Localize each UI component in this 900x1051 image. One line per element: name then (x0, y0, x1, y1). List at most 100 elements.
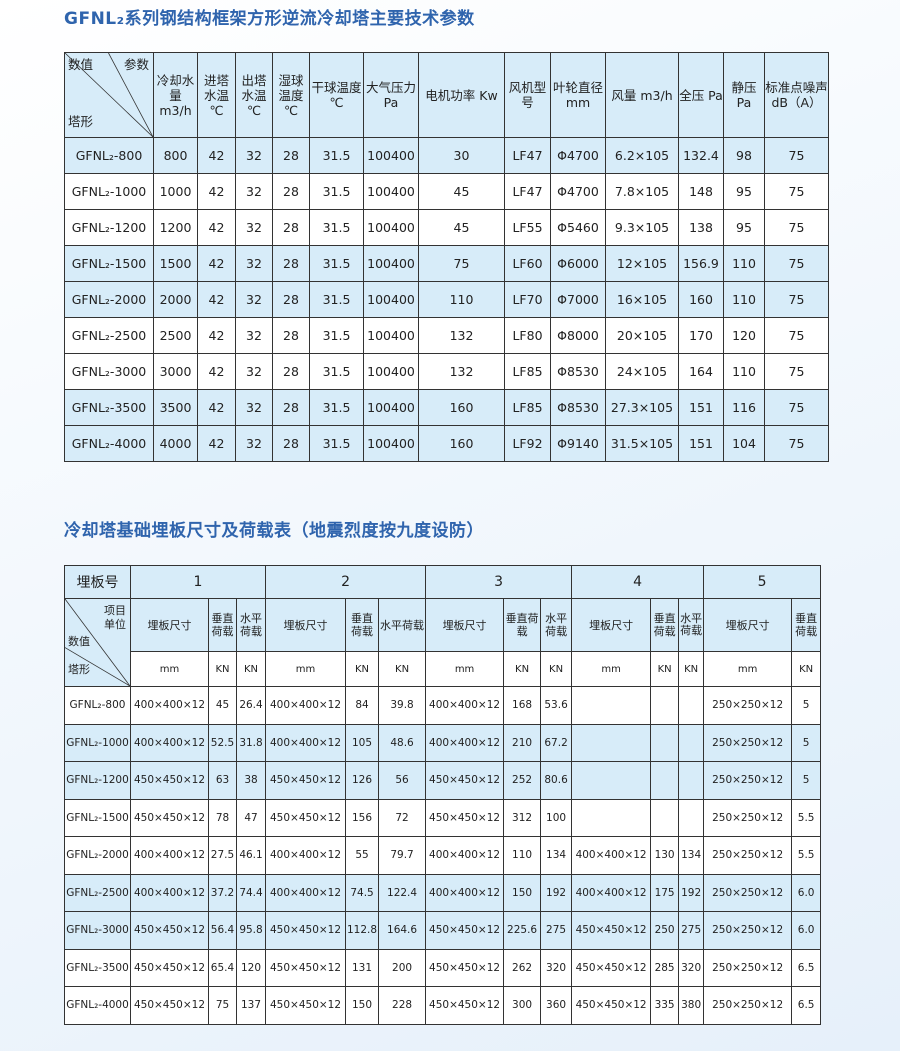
value-cell: Φ8530 (550, 353, 606, 390)
value-cell: 46.1 (235, 836, 267, 875)
value-cell: 42 (197, 317, 236, 354)
value-cell: 74.4 (235, 873, 267, 912)
model-cell: GFNL₂-4000 (64, 986, 131, 1025)
unit-cell: KN (540, 651, 573, 687)
table-row: GFNL₂-1500 1500 42 32 28 31.5 100400 75 LF60 Φ600… (64, 245, 829, 282)
value-cell: 47 (235, 798, 267, 837)
value-cell: 100400 (363, 425, 419, 462)
value-cell: 3500 (153, 389, 198, 426)
value-cell: 32 (235, 209, 273, 246)
table-row: GFNL₂-800 400×400×12 45 26.4 400×400×12 84 39.… (64, 686, 822, 725)
column-header: 干球温度 ℃ (309, 52, 364, 138)
value-cell: 42 (197, 245, 236, 282)
value-cell: 42 (197, 137, 236, 174)
column-header: 出塔水温 ℃ (235, 52, 273, 138)
table-row: GFNL₂-2500 400×400×12 37.2 74.4 400×400×12 74… (64, 873, 822, 912)
value-cell: 450×450×12 (425, 761, 505, 800)
value-cell: 250×250×12 (703, 948, 793, 987)
table-row: GFNL₂-4000 4000 42 32 28 31.5 100400 160 LF92 Φ91… (64, 425, 829, 462)
value-cell: LF55 (504, 209, 551, 246)
value-cell: 45 (418, 209, 505, 246)
value-cell: 100400 (363, 281, 419, 318)
value-cell: 250×250×12 (703, 798, 793, 837)
value-cell: 75 (418, 245, 505, 282)
value-cell: 110 (723, 245, 765, 282)
value-cell: 137 (235, 986, 267, 1025)
value-cell: 100400 (363, 353, 419, 390)
unit-cell: KN (503, 651, 542, 687)
value-cell: 400×400×12 (265, 723, 347, 762)
column-header: 湿球温度 ℃ (272, 52, 310, 138)
value-cell: 20×105 (605, 317, 679, 354)
value-cell: Φ8000 (550, 317, 606, 354)
value-cell: 450×450×12 (265, 948, 347, 987)
value-cell: 450×450×12 (425, 798, 505, 837)
table-row: GFNL₂-2000 400×400×12 27.5 46.1 400×400×12 55… (64, 836, 822, 875)
value-cell: 32 (235, 281, 273, 318)
value-cell: 400×400×12 (265, 686, 347, 725)
value-cell (678, 686, 705, 725)
value-cell: 75 (764, 281, 829, 318)
value-cell: 74.5 (345, 873, 380, 912)
value-cell: 75 (764, 317, 829, 354)
value-cell: 32 (235, 353, 273, 390)
value-cell: 53.6 (540, 686, 573, 725)
value-cell: 95 (723, 173, 765, 210)
value-cell: 450×450×12 (265, 798, 347, 837)
value-cell: 400×400×12 (130, 873, 209, 912)
table-row: GFNL₂-800 800 42 32 28 31.5 100400 30 LF47 Φ4700 6… (64, 137, 829, 174)
value-cell: 110 (418, 281, 505, 318)
diagonal-lines (65, 53, 153, 137)
value-cell: 31.5 (309, 209, 364, 246)
column-header: 垂直荷载 (791, 598, 822, 652)
value-cell: 134 (678, 836, 705, 875)
value-cell: 800 (153, 137, 198, 174)
value-cell: 122.4 (378, 873, 427, 912)
value-cell: 75 (764, 245, 829, 282)
value-cell: Φ9140 (550, 425, 606, 462)
value-cell: 100400 (363, 173, 419, 210)
value-cell: 250×250×12 (703, 761, 793, 800)
value-cell: 42 (197, 281, 236, 318)
table-row: GFNL₂-3500 3500 42 32 28 31.5 100400 160 LF85 Φ85… (64, 389, 829, 426)
value-cell: 250 (650, 911, 680, 950)
value-cell: 42 (197, 425, 236, 462)
value-cell: LF85 (504, 389, 551, 426)
value-cell: Φ4700 (550, 137, 606, 174)
value-cell: 130 (650, 836, 680, 875)
value-cell (650, 686, 680, 725)
value-cell: Φ5460 (550, 209, 606, 246)
table-row: GFNL₂-1500 450×450×12 78 47 450×450×12 156 72 4… (64, 798, 822, 837)
value-cell: 31.8 (235, 723, 267, 762)
value-cell: 450×450×12 (130, 798, 209, 837)
table-row: GFNL₂-2000 2000 42 32 28 31.5 100400 110 LF70 Φ70… (64, 281, 829, 318)
value-cell: 31.5 (309, 317, 364, 354)
model-cell: GFNL₂-1200 (64, 761, 131, 800)
value-cell: 7.8×105 (605, 173, 679, 210)
column-header: 垂直荷载 (208, 598, 237, 652)
model-cell: GFNL₂-2500 (64, 873, 131, 912)
value-cell: LF60 (504, 245, 551, 282)
unit-cell: KN (208, 651, 237, 687)
value-cell: 16×105 (605, 281, 679, 318)
value-cell: 400×400×12 (265, 836, 347, 875)
value-cell: 56 (378, 761, 427, 800)
column-header: 埋板尺寸 (265, 598, 347, 652)
value-cell: 5 (791, 723, 822, 762)
value-cell: 275 (540, 911, 573, 950)
value-cell (650, 798, 680, 837)
value-cell: LF47 (504, 173, 551, 210)
value-cell: 4000 (153, 425, 198, 462)
value-cell: 151 (678, 389, 724, 426)
unit-cell: KN (650, 651, 680, 687)
value-cell: 148 (678, 173, 724, 210)
value-cell: 6.0 (791, 873, 822, 912)
value-cell: 228 (378, 986, 427, 1025)
value-cell: 164.6 (378, 911, 427, 950)
model-cell: GFNL₂-1000 (64, 723, 131, 762)
value-cell: 28 (272, 137, 310, 174)
value-cell: 32 (235, 425, 273, 462)
value-cell: 32 (235, 173, 273, 210)
value-cell: 9.3×105 (605, 209, 679, 246)
value-cell: 39.8 (378, 686, 427, 725)
